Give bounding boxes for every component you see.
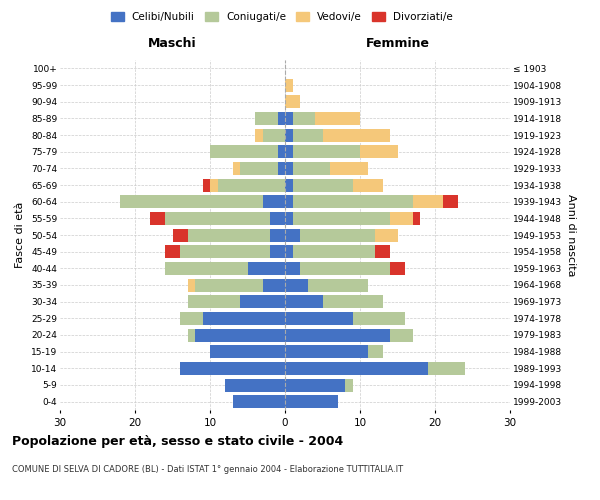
- Bar: [345, 378, 353, 392]
- Bar: [285, 212, 293, 225]
- Bar: [233, 162, 240, 175]
- Bar: [285, 228, 300, 241]
- Bar: [203, 178, 210, 192]
- Bar: [120, 195, 263, 208]
- Bar: [293, 178, 353, 192]
- Bar: [427, 362, 465, 375]
- Bar: [210, 345, 285, 358]
- Y-axis label: Fasce di età: Fasce di età: [16, 202, 25, 268]
- Bar: [285, 278, 308, 291]
- Bar: [285, 245, 293, 258]
- Bar: [285, 178, 293, 192]
- Bar: [285, 395, 337, 408]
- Bar: [293, 162, 330, 175]
- Bar: [293, 245, 375, 258]
- Bar: [293, 128, 323, 141]
- Bar: [293, 195, 413, 208]
- Bar: [263, 128, 285, 141]
- Bar: [248, 262, 285, 275]
- Bar: [255, 112, 277, 125]
- Bar: [270, 212, 285, 225]
- Bar: [255, 128, 263, 141]
- Bar: [187, 328, 195, 342]
- Bar: [285, 112, 293, 125]
- Bar: [233, 395, 285, 408]
- Bar: [187, 228, 270, 241]
- Bar: [285, 95, 300, 108]
- Bar: [360, 145, 398, 158]
- Bar: [293, 145, 360, 158]
- Bar: [323, 295, 383, 308]
- Text: Popolazione per età, sesso e stato civile - 2004: Popolazione per età, sesso e stato civil…: [12, 435, 343, 448]
- Bar: [187, 278, 195, 291]
- Bar: [210, 145, 277, 158]
- Bar: [240, 162, 277, 175]
- Bar: [375, 245, 390, 258]
- Bar: [413, 212, 420, 225]
- Bar: [277, 145, 285, 158]
- Bar: [315, 112, 360, 125]
- Bar: [270, 245, 285, 258]
- Bar: [195, 328, 285, 342]
- Text: COMUNE DI SELVA DI CADORE (BL) - Dati ISTAT 1° gennaio 2004 - Elaborazione TUTTI: COMUNE DI SELVA DI CADORE (BL) - Dati IS…: [12, 465, 403, 474]
- Bar: [390, 328, 413, 342]
- Bar: [203, 312, 285, 325]
- Bar: [180, 312, 203, 325]
- Bar: [390, 212, 413, 225]
- Bar: [277, 162, 285, 175]
- Bar: [285, 362, 427, 375]
- Bar: [285, 262, 300, 275]
- Y-axis label: Anni di nascita: Anni di nascita: [566, 194, 576, 276]
- Bar: [300, 228, 375, 241]
- Bar: [150, 212, 165, 225]
- Bar: [180, 245, 270, 258]
- Bar: [180, 362, 285, 375]
- Bar: [285, 345, 367, 358]
- Text: Maschi: Maschi: [148, 37, 197, 50]
- Bar: [353, 312, 405, 325]
- Bar: [390, 262, 405, 275]
- Bar: [285, 312, 353, 325]
- Bar: [225, 378, 285, 392]
- Bar: [173, 228, 187, 241]
- Bar: [285, 195, 293, 208]
- Bar: [187, 295, 240, 308]
- Bar: [293, 212, 390, 225]
- Bar: [195, 278, 263, 291]
- Bar: [277, 112, 285, 125]
- Bar: [323, 128, 390, 141]
- Bar: [293, 112, 315, 125]
- Bar: [285, 78, 293, 92]
- Bar: [367, 345, 383, 358]
- Bar: [218, 178, 285, 192]
- Bar: [165, 212, 270, 225]
- Bar: [285, 145, 293, 158]
- Bar: [443, 195, 458, 208]
- Bar: [240, 295, 285, 308]
- Bar: [263, 278, 285, 291]
- Bar: [165, 262, 248, 275]
- Bar: [285, 295, 323, 308]
- Bar: [210, 178, 218, 192]
- Bar: [270, 228, 285, 241]
- Bar: [353, 178, 383, 192]
- Bar: [165, 245, 180, 258]
- Bar: [330, 162, 367, 175]
- Bar: [300, 262, 390, 275]
- Bar: [285, 378, 345, 392]
- Bar: [308, 278, 367, 291]
- Bar: [285, 162, 293, 175]
- Bar: [263, 195, 285, 208]
- Bar: [285, 328, 390, 342]
- Bar: [285, 128, 293, 141]
- Bar: [375, 228, 398, 241]
- Bar: [413, 195, 443, 208]
- Text: Femmine: Femmine: [365, 37, 430, 50]
- Legend: Celibi/Nubili, Coniugati/e, Vedovi/e, Divorziati/e: Celibi/Nubili, Coniugati/e, Vedovi/e, Di…: [107, 8, 457, 26]
